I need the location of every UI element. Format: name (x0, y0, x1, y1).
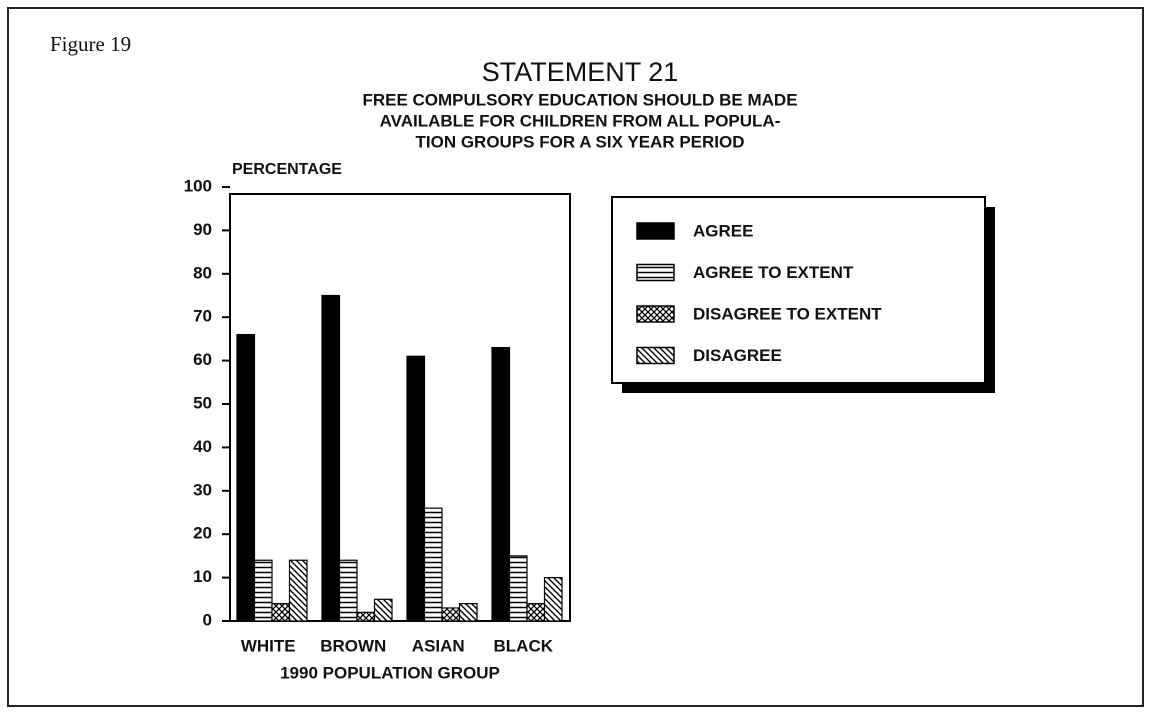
x-tick-label: WHITE (241, 636, 296, 655)
bar (491, 346, 511, 622)
bar (271, 603, 291, 622)
legend-label: AGREE (693, 221, 753, 240)
y-tick-label: 30 (193, 480, 212, 499)
bar (288, 559, 308, 622)
subtitle-line: AVAILABLE FOR CHILDREN FROM ALL POPULA- (380, 111, 781, 130)
bar (543, 576, 563, 622)
y-tick-label: 40 (193, 437, 212, 456)
y-tick-label: 10 (193, 567, 212, 586)
legend-label: DISAGREE TO EXTENT (693, 304, 882, 323)
bar (441, 607, 461, 622)
x-tick-label: ASIAN (412, 636, 465, 655)
bar (321, 294, 341, 622)
y-tick-label: 70 (193, 307, 212, 326)
y-tick-label: 60 (193, 350, 212, 369)
y-tick-label: 0 (203, 610, 212, 629)
bar (373, 598, 393, 622)
x-axis-label: 1990 POPULATION GROUP (280, 663, 500, 682)
legend-label: AGREE TO EXTENT (693, 263, 854, 282)
y-tick-label: 100 (184, 176, 212, 195)
bar (253, 559, 273, 622)
legend-label: DISAGREE (693, 346, 782, 365)
legend-swatch (636, 346, 675, 365)
y-axis-label: PERCENTAGE (232, 161, 342, 178)
chart-title: STATEMENT 21 (482, 57, 679, 87)
legend-swatch (636, 263, 675, 282)
bar (458, 603, 478, 622)
y-tick-label: 20 (193, 524, 212, 543)
x-tick-label: BLACK (494, 636, 554, 655)
subtitle-line: FREE COMPULSORY EDUCATION SHOULD BE MADE (362, 90, 797, 109)
bar (526, 603, 546, 622)
plot-frame (229, 193, 571, 622)
y-tick-label: 80 (193, 263, 212, 282)
figure-border (7, 7, 1144, 707)
legend-swatch (636, 222, 675, 240)
bar (508, 555, 528, 622)
bar (338, 559, 358, 622)
subtitle-line: TION GROUPS FOR A SIX YEAR PERIOD (415, 132, 744, 151)
y-tick-label: 50 (193, 393, 212, 412)
bar (236, 333, 256, 622)
bar (356, 611, 376, 622)
x-tick-label: BROWN (320, 636, 386, 655)
bar (406, 355, 426, 622)
y-tick-label: 90 (193, 220, 212, 239)
figure-label: Figure 19 (50, 32, 131, 56)
bar (423, 507, 443, 622)
legend-swatch (636, 305, 675, 323)
